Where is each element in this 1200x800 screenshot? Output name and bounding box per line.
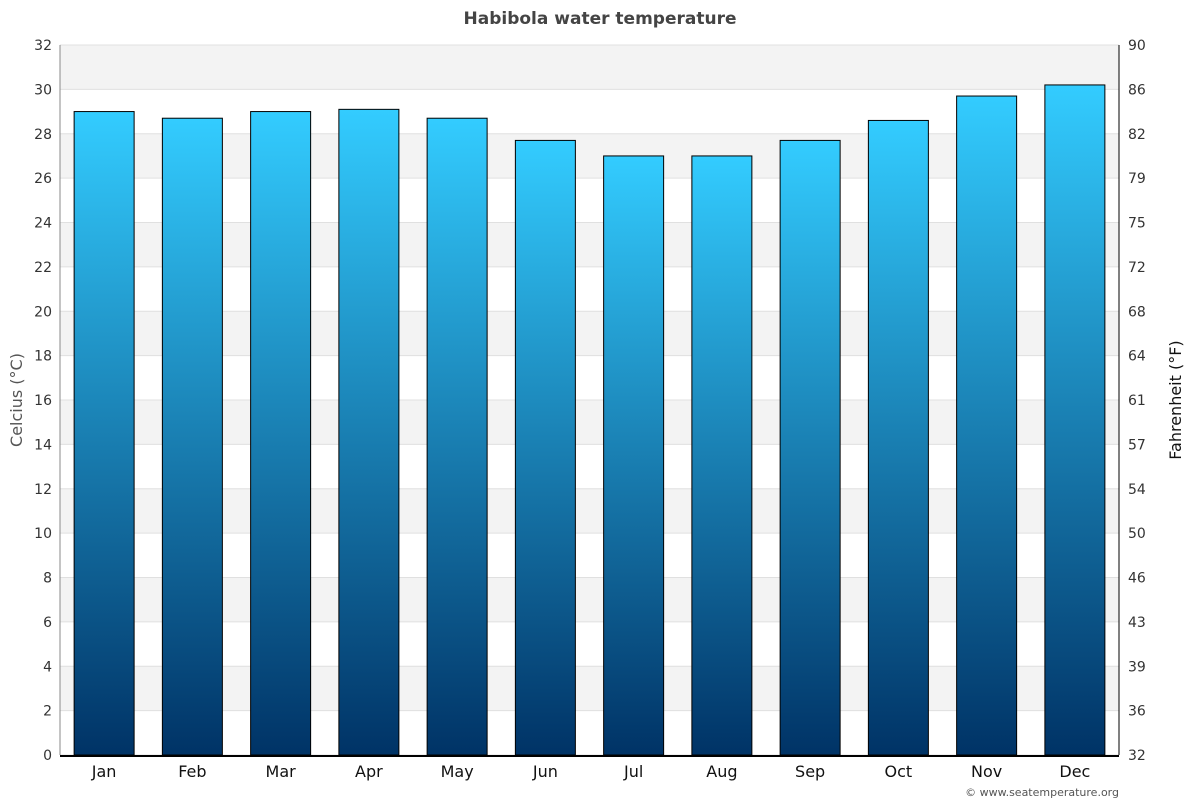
bar-jun bbox=[514, 139, 576, 756]
grid-band bbox=[60, 400, 1119, 445]
y-tick-label-left: 0 bbox=[43, 748, 52, 764]
y-tick-label-left: 18 bbox=[34, 349, 52, 365]
y-tick-label-right: 75 bbox=[1128, 216, 1146, 232]
y-axis-label-left: Celcius (°C) bbox=[7, 353, 26, 447]
x-tick-label: Jul bbox=[623, 762, 643, 781]
x-tick-label: May bbox=[441, 762, 474, 781]
x-tick-label: Feb bbox=[178, 762, 206, 781]
y-tick-label-left: 4 bbox=[43, 659, 52, 675]
y-tick-label-left: 28 bbox=[34, 127, 52, 143]
y-tick-label-left: 20 bbox=[34, 304, 52, 320]
y-axis-label-right: Fahrenheit (°F) bbox=[1166, 340, 1185, 459]
y-tick-label-right: 82 bbox=[1128, 127, 1146, 143]
y-tick-label-right: 50 bbox=[1128, 526, 1146, 542]
bar-may bbox=[426, 117, 488, 756]
y-tick-label-left: 22 bbox=[34, 260, 52, 276]
y-tick-label-left: 6 bbox=[43, 615, 52, 631]
x-tick-label: Nov bbox=[971, 762, 1002, 781]
grid-band bbox=[60, 311, 1119, 356]
y-tick-label-left: 30 bbox=[34, 82, 52, 98]
y-tick-label-right: 39 bbox=[1128, 659, 1146, 675]
y-tick-label-left: 10 bbox=[34, 526, 52, 542]
y-tick-label-left: 14 bbox=[34, 437, 52, 453]
y-tick-label-right: 61 bbox=[1128, 393, 1146, 409]
y-tick-label-left: 32 bbox=[34, 38, 52, 54]
y-tick-label-right: 86 bbox=[1128, 82, 1146, 98]
bar-jan bbox=[73, 111, 135, 756]
y-tick-label-right: 72 bbox=[1128, 260, 1146, 276]
y-tick-label-left: 12 bbox=[34, 482, 52, 498]
y-tick-label-right: 68 bbox=[1128, 304, 1146, 320]
grid-band bbox=[60, 45, 1119, 90]
y-tick-label-right: 43 bbox=[1128, 615, 1146, 631]
x-tick-label: Jun bbox=[532, 762, 558, 781]
y-tick-label-left: 2 bbox=[43, 704, 52, 720]
bar-mar bbox=[250, 111, 312, 756]
x-tick-label: Sep bbox=[795, 762, 825, 781]
y-tick-label-left: 24 bbox=[34, 216, 52, 232]
grid-band bbox=[60, 666, 1119, 711]
grid-band bbox=[60, 222, 1119, 267]
y-tick-label-left: 26 bbox=[34, 171, 52, 187]
x-tick-label: Oct bbox=[885, 762, 913, 781]
x-tick-label: Jan bbox=[91, 762, 117, 781]
y-tick-label-right: 79 bbox=[1128, 171, 1146, 187]
grid-band bbox=[60, 133, 1119, 179]
y-tick-label-left: 16 bbox=[34, 393, 52, 409]
x-tick-label: Apr bbox=[355, 762, 383, 781]
y-tick-label-right: 64 bbox=[1128, 349, 1146, 365]
bar-jul bbox=[603, 155, 665, 756]
x-tick-label: Dec bbox=[1059, 762, 1090, 781]
y-tick-label-left: 8 bbox=[43, 571, 52, 587]
grid-band bbox=[60, 488, 1119, 534]
bar-apr bbox=[338, 108, 400, 756]
credit-text: © www.seatemperature.org bbox=[965, 786, 1119, 799]
bar-dec bbox=[1044, 84, 1106, 756]
x-tick-label: Aug bbox=[706, 762, 737, 781]
grid-band bbox=[60, 577, 1119, 622]
bar-oct bbox=[867, 119, 929, 756]
y-tick-label-right: 36 bbox=[1128, 704, 1146, 720]
chart-title: Habibola water temperature bbox=[464, 9, 737, 29]
y-tick-label-right: 32 bbox=[1128, 748, 1146, 764]
bar-feb bbox=[161, 117, 223, 756]
y-tick-label-right: 57 bbox=[1128, 437, 1146, 453]
y-tick-label-right: 46 bbox=[1128, 571, 1146, 587]
bar-aug bbox=[691, 155, 753, 756]
bar-sep bbox=[779, 139, 841, 756]
bar-nov bbox=[956, 95, 1018, 756]
y-tick-label-right: 54 bbox=[1128, 482, 1146, 498]
y-tick-label-right: 90 bbox=[1128, 38, 1146, 54]
x-tick-label: Mar bbox=[266, 762, 297, 781]
